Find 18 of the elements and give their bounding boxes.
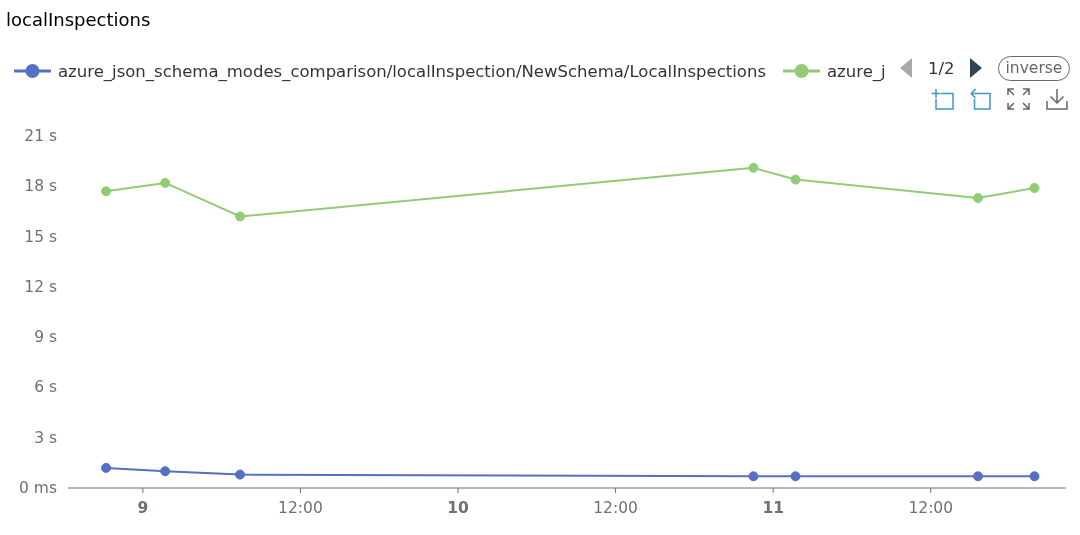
x-tick-label: 12:00 <box>593 499 638 517</box>
x-tick-label: 11 <box>762 499 784 517</box>
y-tick-label: 15 s <box>24 227 57 246</box>
y-tick-label: 3 s <box>34 428 57 447</box>
y-tick-label: 18 s <box>24 177 57 196</box>
y-tick-label: 9 s <box>34 328 57 347</box>
x-tick-label: 12:00 <box>278 499 323 517</box>
y-tick-label: 12 s <box>24 277 57 296</box>
y-tick-label: 6 s <box>34 378 57 397</box>
x-tick-label: 12:00 <box>908 499 954 517</box>
legend-label: azure_j <box>827 61 886 81</box>
legend-label: azure_json_schema_modes_comparison/localInspection/NewSchema/LocalInspections <box>58 61 766 81</box>
chart-title: localInspections <box>6 9 151 30</box>
x-tick-label: 9 <box>137 499 149 517</box>
y-tick-label: 0 ms <box>19 479 57 497</box>
y-tick-label: 21 s <box>24 127 57 145</box>
x-tick-label: 10 <box>447 499 469 517</box>
text: 1/2 <box>928 58 955 78</box>
